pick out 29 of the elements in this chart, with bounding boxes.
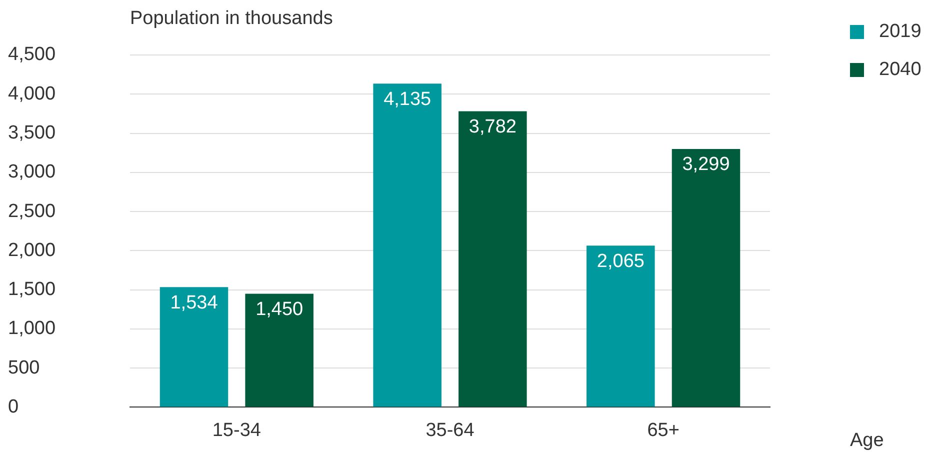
data-label: 3,299 [682, 154, 730, 176]
y-tick-label: 3,000 [8, 162, 56, 183]
data-label: 1,450 [256, 298, 304, 320]
data-label: 4,135 [384, 88, 432, 110]
bar [672, 149, 740, 407]
y-tick-label: 1,500 [8, 279, 56, 300]
bar [160, 287, 228, 407]
data-label: 3,782 [468, 116, 516, 138]
x-tick-label: 35-64 [426, 420, 475, 441]
y-tick-label: 0 [8, 396, 19, 418]
bar [586, 246, 655, 407]
bar [245, 294, 314, 407]
y-tick-label: 2,000 [8, 240, 56, 261]
y-tick-label: 2,500 [8, 200, 56, 222]
legend-label: 2040 [879, 59, 922, 80]
data-label: 1,534 [170, 292, 218, 314]
y-tick-label: 1,000 [8, 318, 56, 340]
y-tick-label: 3,500 [8, 122, 56, 144]
x-tick-label: 15-34 [212, 420, 262, 441]
data-label: 2,065 [596, 250, 644, 272]
x-tick-label: 65+ [647, 420, 680, 441]
y-tick-label: 500 [8, 357, 40, 378]
x-axis-title: Age [850, 430, 884, 452]
bar [458, 111, 527, 407]
y-tick-label: 4,500 [8, 44, 56, 66]
y-tick-label: 4,000 [8, 83, 56, 104]
y-axis-title: Population in thousands [130, 8, 333, 30]
bar [373, 84, 442, 407]
legend-label: 2019 [879, 21, 922, 42]
